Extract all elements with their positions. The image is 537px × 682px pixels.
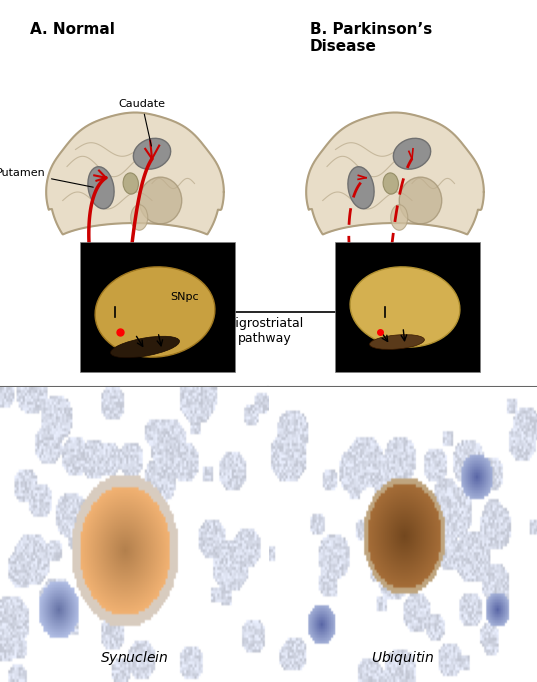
- Text: C.: C.: [8, 392, 25, 407]
- Ellipse shape: [139, 177, 182, 224]
- Text: SNpc: SNpc: [171, 292, 199, 302]
- Ellipse shape: [369, 335, 424, 349]
- Bar: [0, 387, 537, 682]
- Text: Putamen: Putamen: [0, 168, 93, 187]
- Text: Caudate: Caudate: [119, 99, 165, 146]
- Ellipse shape: [393, 138, 431, 169]
- Polygon shape: [306, 113, 484, 235]
- Ellipse shape: [133, 138, 171, 169]
- Bar: [335, 242, 480, 372]
- Ellipse shape: [350, 267, 460, 347]
- Ellipse shape: [391, 205, 408, 231]
- Text: A. Normal: A. Normal: [30, 22, 115, 37]
- Bar: [80, 242, 235, 372]
- Ellipse shape: [383, 173, 398, 194]
- Ellipse shape: [88, 166, 114, 209]
- Ellipse shape: [123, 173, 139, 194]
- Text: B. Parkinson’s
Disease: B. Parkinson’s Disease: [310, 22, 432, 55]
- Text: $\mathit{Ubiquitin}$: $\mathit{Ubiquitin}$: [371, 649, 434, 667]
- Ellipse shape: [399, 177, 442, 224]
- Ellipse shape: [130, 205, 148, 231]
- Ellipse shape: [348, 166, 374, 209]
- Polygon shape: [46, 113, 224, 235]
- Bar: [0, 387, 537, 682]
- Text: Nigrostriatal
pathway: Nigrostriatal pathway: [227, 317, 303, 345]
- Text: Lewy Body: Lewy Body: [231, 411, 299, 424]
- Ellipse shape: [111, 336, 179, 358]
- Ellipse shape: [95, 267, 215, 357]
- Text: $\mathit{Synuclein}$: $\mathit{Synuclein}$: [100, 649, 169, 667]
